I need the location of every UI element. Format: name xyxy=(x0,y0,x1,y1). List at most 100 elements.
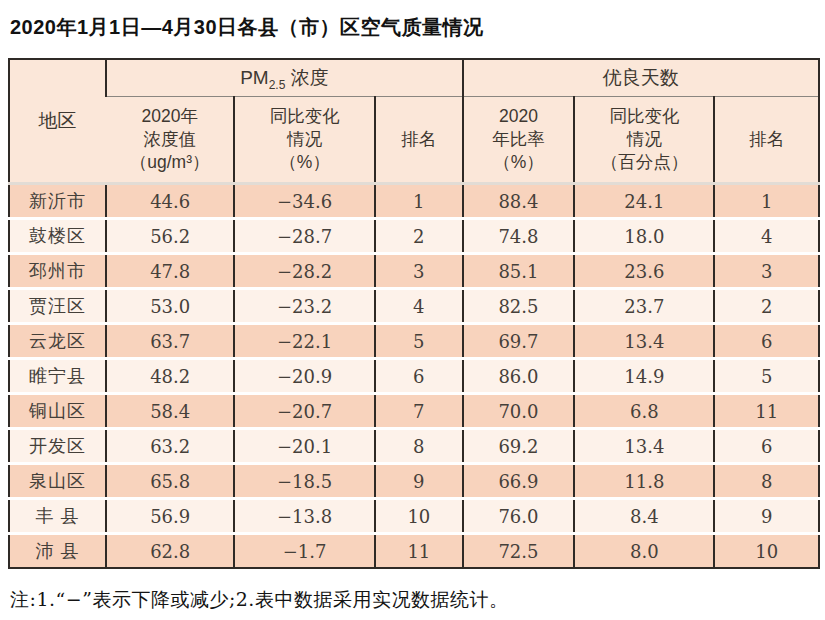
footnote: 注:1.“−”表示下降或减少;2.表中数据采用实况数据统计。 xyxy=(10,587,819,613)
cell-pm25_rank: 7 xyxy=(375,394,462,429)
cell-pm25_rank: 10 xyxy=(375,499,462,534)
header-group-row: 地区 PM2.5 浓度 优良天数 xyxy=(9,59,819,97)
cell-pm25_value: 63.2 xyxy=(106,429,234,464)
table-row: 铜山区58.4−20.7770.06.811 xyxy=(9,394,819,429)
cell-pm25_change: −34.6 xyxy=(234,184,375,219)
cell-good_change: 23.6 xyxy=(574,254,714,289)
cell-good_rate: 74.8 xyxy=(463,219,575,254)
cell-pm25_rank: 3 xyxy=(375,254,462,289)
header-good-rate: 2020 年比率 （%） xyxy=(463,97,575,184)
table-row: 新沂市44.6−34.6188.424.11 xyxy=(9,184,819,219)
cell-good_rate: 86.0 xyxy=(463,359,575,394)
cell-pm25_rank: 11 xyxy=(375,534,462,569)
cell-good_change: 14.9 xyxy=(574,359,714,394)
cell-good_change: 24.1 xyxy=(574,184,714,219)
cell-pm25_value: 58.4 xyxy=(106,394,234,429)
cell-good_rate: 88.4 xyxy=(463,184,575,219)
cell-region: 邳州市 xyxy=(9,254,106,289)
cell-pm25_rank: 4 xyxy=(375,289,462,324)
cell-good_rank: 6 xyxy=(714,324,819,359)
cell-good_rate: 85.1 xyxy=(463,254,575,289)
cell-pm25_value: 44.6 xyxy=(106,184,234,219)
cell-good_rank: 11 xyxy=(714,394,819,429)
cell-good_rank: 3 xyxy=(714,254,819,289)
cell-pm25_change: −1.7 xyxy=(234,534,375,569)
pm25-label-prefix: PM xyxy=(240,67,269,88)
cell-region: 丰 县 xyxy=(9,499,106,534)
cell-good_rate: 82.5 xyxy=(463,289,575,324)
cell-pm25_value: 56.9 xyxy=(106,499,234,534)
cell-pm25_value: 63.7 xyxy=(106,324,234,359)
header-pm25-rank: 排名 xyxy=(375,97,462,184)
header-good-change: 同比变化 情况 （百分点） xyxy=(574,97,714,184)
cell-pm25_rank: 2 xyxy=(375,219,462,254)
cell-good_change: 13.4 xyxy=(574,429,714,464)
cell-pm25_rank: 6 xyxy=(375,359,462,394)
air-quality-table: 地区 PM2.5 浓度 优良天数 2020年 浓度值 （ug/m³） 同比变化 … xyxy=(8,58,820,569)
cell-good_rank: 8 xyxy=(714,464,819,499)
table-row: 云龙区63.7−22.1569.713.46 xyxy=(9,324,819,359)
cell-pm25_value: 47.8 xyxy=(106,254,234,289)
cell-good_rate: 66.9 xyxy=(463,464,575,499)
table-body: 新沂市44.6−34.6188.424.11鼓楼区56.2−28.7274.81… xyxy=(9,184,819,569)
cell-region: 睢宁县 xyxy=(9,359,106,394)
cell-pm25_value: 56.2 xyxy=(106,219,234,254)
cell-region: 云龙区 xyxy=(9,324,106,359)
table-header: 地区 PM2.5 浓度 优良天数 2020年 浓度值 （ug/m³） 同比变化 … xyxy=(9,59,819,184)
header-good-rank: 排名 xyxy=(714,97,819,184)
page: 2020年1月1日—4月30日各县（市）区空气质量情况 地区 PM2.5 浓度 … xyxy=(8,14,819,613)
pm25-label-subscript: 2.5 xyxy=(269,77,286,91)
cell-region: 鼓楼区 xyxy=(9,219,106,254)
cell-pm25_value: 62.8 xyxy=(106,534,234,569)
cell-pm25_change: −20.7 xyxy=(234,394,375,429)
cell-good_rank: 10 xyxy=(714,534,819,569)
cell-pm25_change: −23.2 xyxy=(234,289,375,324)
page-title: 2020年1月1日—4月30日各县（市）区空气质量情况 xyxy=(10,14,819,41)
cell-good_rate: 70.0 xyxy=(463,394,575,429)
cell-good_change: 18.0 xyxy=(574,219,714,254)
table-row: 泉山区65.8−18.5966.911.88 xyxy=(9,464,819,499)
header-pm25-group: PM2.5 浓度 xyxy=(106,59,462,97)
cell-pm25_change: −20.1 xyxy=(234,429,375,464)
cell-good_rank: 9 xyxy=(714,499,819,534)
header-region: 地区 xyxy=(9,59,106,184)
cell-pm25_change: −22.1 xyxy=(234,324,375,359)
header-sub-row: 2020年 浓度值 （ug/m³） 同比变化 情况 （%） 排名 2020 年比… xyxy=(9,97,819,184)
cell-pm25_value: 65.8 xyxy=(106,464,234,499)
cell-region: 沛 县 xyxy=(9,534,106,569)
cell-good_rank: 5 xyxy=(714,359,819,394)
cell-pm25_rank: 8 xyxy=(375,429,462,464)
cell-pm25_value: 48.2 xyxy=(106,359,234,394)
cell-good_rate: 72.5 xyxy=(463,534,575,569)
header-pm25-value: 2020年 浓度值 （ug/m³） xyxy=(106,97,234,184)
cell-good_change: 8.0 xyxy=(574,534,714,569)
cell-good_change: 8.4 xyxy=(574,499,714,534)
cell-pm25_change: −18.5 xyxy=(234,464,375,499)
table-row: 睢宁县48.2−20.9686.014.95 xyxy=(9,359,819,394)
table-row: 邳州市47.8−28.2385.123.63 xyxy=(9,254,819,289)
cell-region: 泉山区 xyxy=(9,464,106,499)
cell-good_rate: 69.2 xyxy=(463,429,575,464)
cell-good_change: 11.8 xyxy=(574,464,714,499)
cell-pm25_change: −20.9 xyxy=(234,359,375,394)
cell-good_rate: 76.0 xyxy=(463,499,575,534)
cell-good_change: 13.4 xyxy=(574,324,714,359)
cell-region: 新沂市 xyxy=(9,184,106,219)
cell-good_rank: 1 xyxy=(714,184,819,219)
table-row: 沛 县62.8−1.71172.58.010 xyxy=(9,534,819,569)
header-pm25-change: 同比变化 情况 （%） xyxy=(234,97,375,184)
cell-good_change: 23.7 xyxy=(574,289,714,324)
cell-good_rank: 6 xyxy=(714,429,819,464)
cell-pm25_value: 53.0 xyxy=(106,289,234,324)
cell-good_rank: 4 xyxy=(714,219,819,254)
cell-region: 贾汪区 xyxy=(9,289,106,324)
cell-pm25_change: −13.8 xyxy=(234,499,375,534)
cell-region: 铜山区 xyxy=(9,394,106,429)
pm25-label-suffix: 浓度 xyxy=(285,67,328,88)
cell-pm25_change: −28.2 xyxy=(234,254,375,289)
table-row: 开发区63.2−20.1869.213.46 xyxy=(9,429,819,464)
table-row: 鼓楼区56.2−28.7274.818.04 xyxy=(9,219,819,254)
cell-good_change: 6.8 xyxy=(574,394,714,429)
table-row: 贾汪区53.0−23.2482.523.72 xyxy=(9,289,819,324)
header-good-days-group: 优良天数 xyxy=(463,59,819,97)
